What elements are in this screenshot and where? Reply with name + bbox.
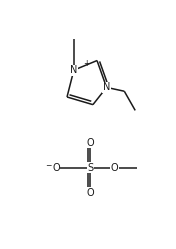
Text: O: O [86,188,94,198]
Text: O: O [52,163,60,173]
Text: O: O [86,138,94,148]
Text: N: N [103,82,110,92]
Text: N: N [70,65,77,75]
Text: O: O [111,163,119,173]
Text: +: + [83,59,89,68]
Text: S: S [87,163,93,173]
Text: −: − [45,162,52,171]
